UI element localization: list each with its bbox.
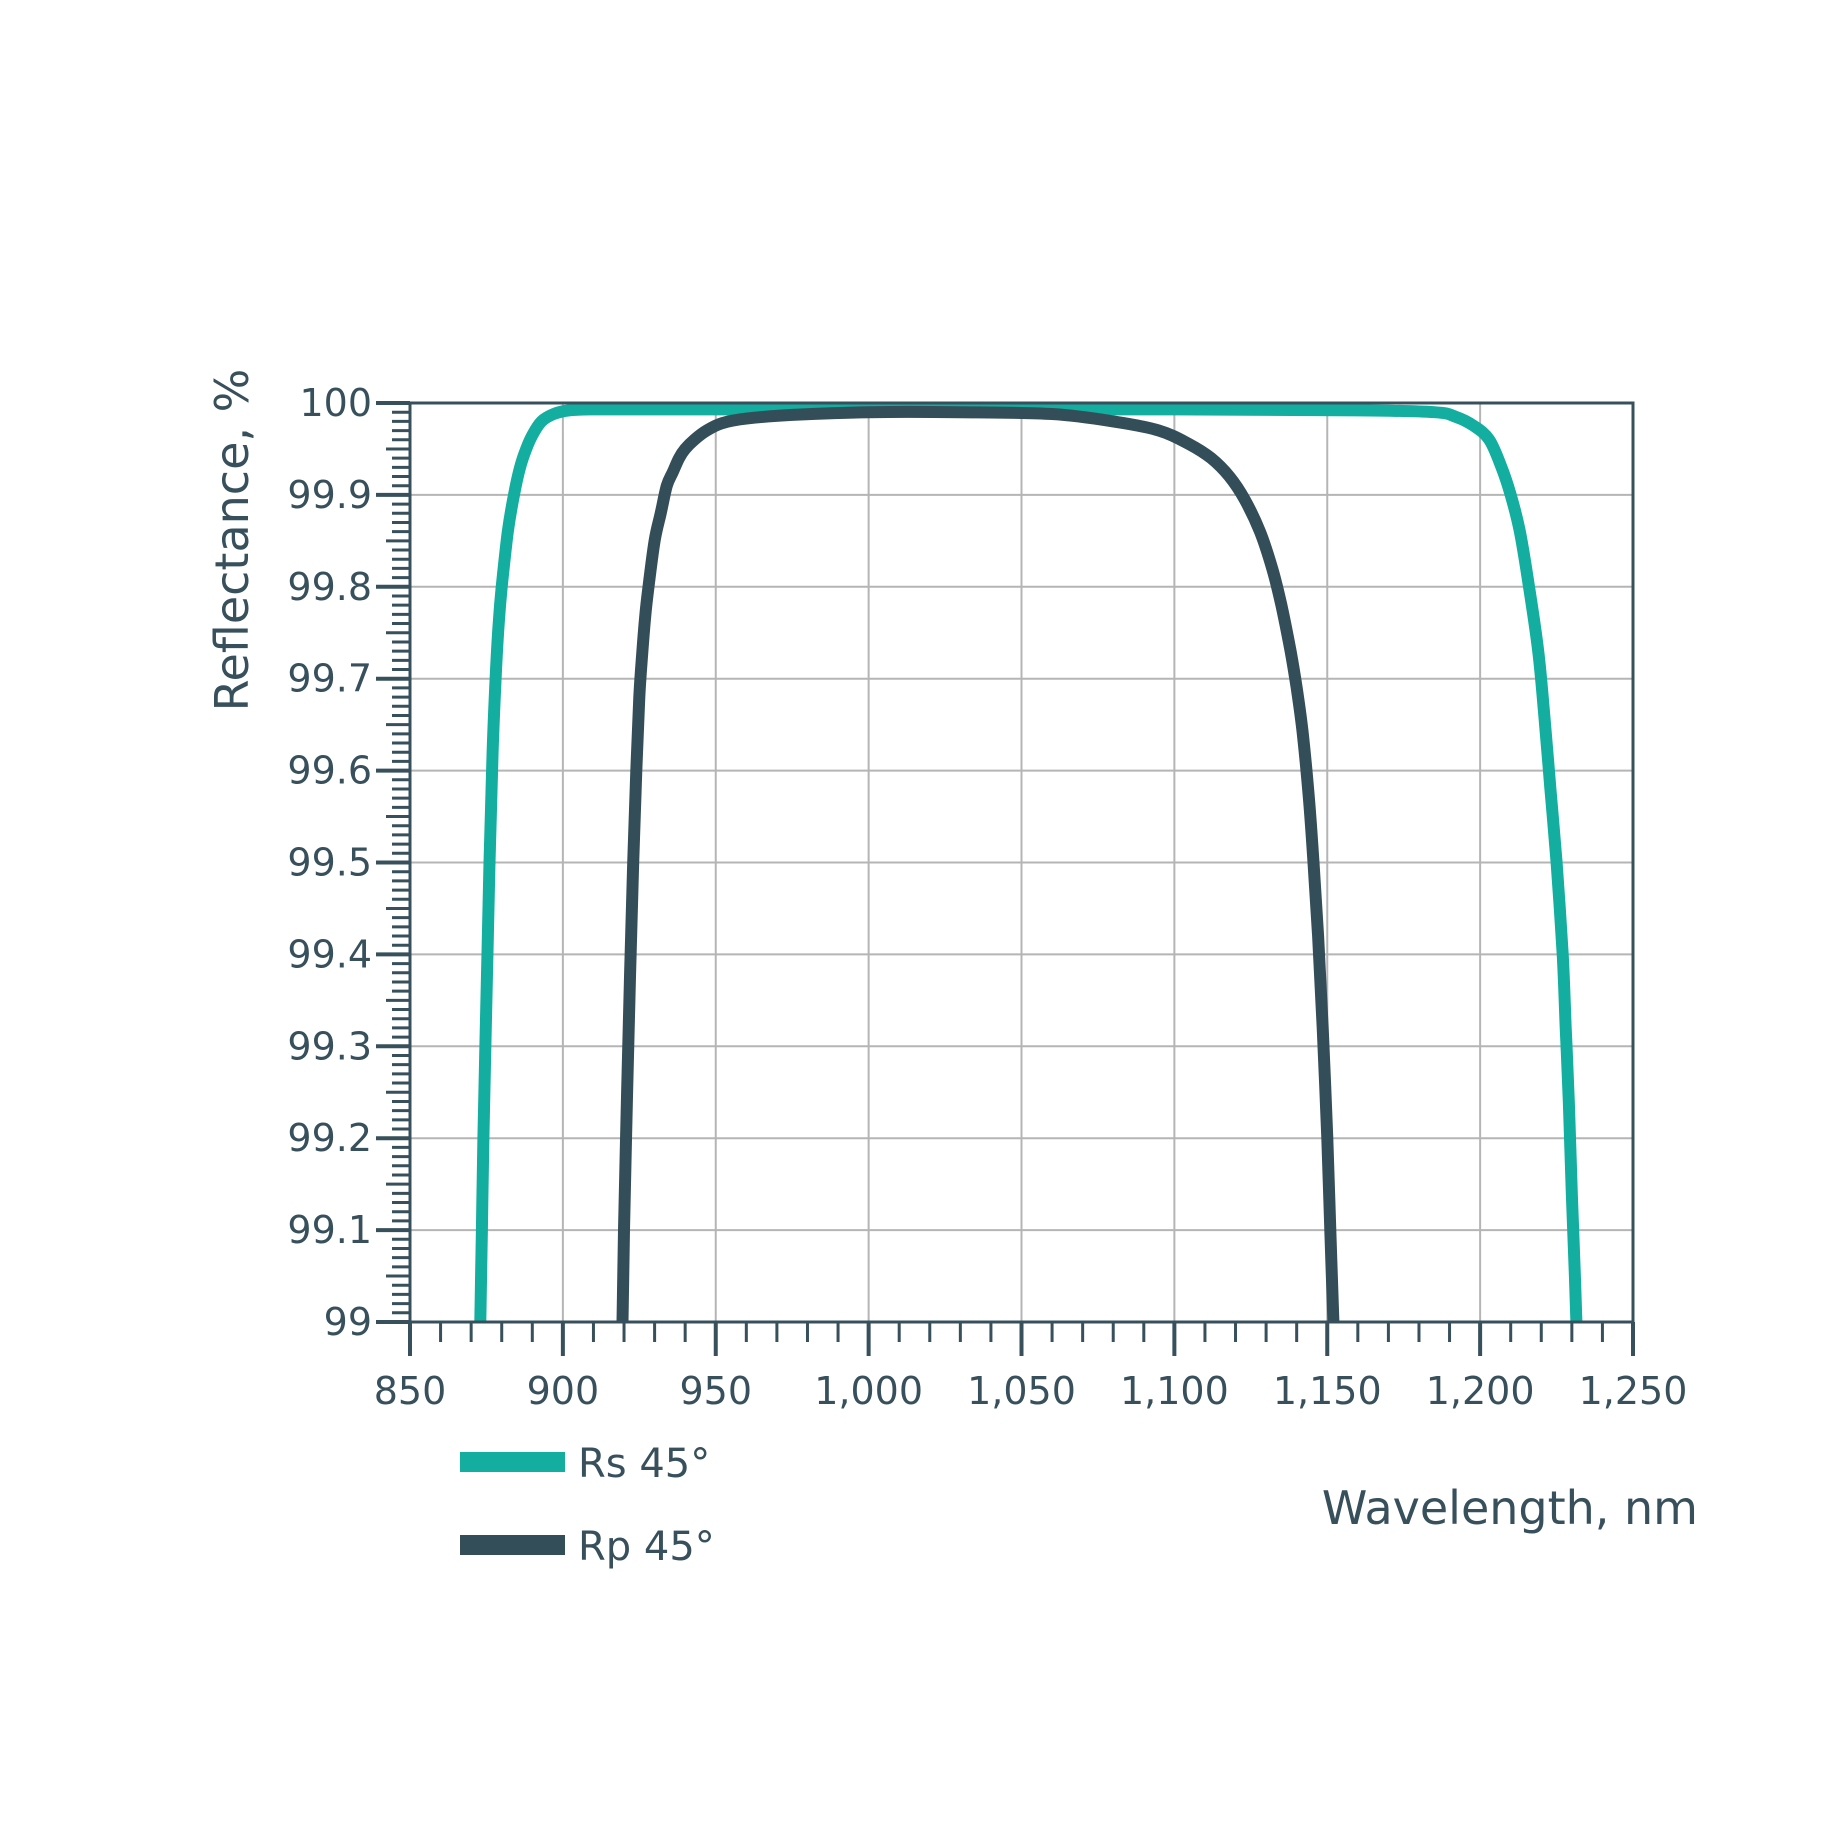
y-tick-label: 99.2 xyxy=(287,1116,372,1160)
y-tick-label: 99.9 xyxy=(287,473,372,517)
y-tick-label: 99.5 xyxy=(287,841,372,885)
x-tick-label: 900 xyxy=(527,1369,600,1413)
y-tick-label: 99.3 xyxy=(287,1024,372,1068)
x-tick-label: 1,150 xyxy=(1273,1369,1382,1413)
tick-labels: 850 900 950 1,000 1,050 1,100 1,150 1,200 1,250 9… xyxy=(287,381,1687,1413)
x-tick-label: 950 xyxy=(679,1369,752,1413)
y-axis-title: Reflectance, % xyxy=(205,369,259,712)
series-layer xyxy=(474,403,1583,1323)
x-tick-label: 1,000 xyxy=(814,1369,923,1413)
x-tick-label: 850 xyxy=(374,1369,447,1413)
y-tick-label: 99.1 xyxy=(287,1208,372,1252)
y-tick-label: 99.4 xyxy=(287,932,372,976)
x-tick-label: 1,250 xyxy=(1579,1369,1688,1413)
legend-swatch-rp-45 xyxy=(460,1535,565,1555)
legend-label-rp-45: Rp 45° xyxy=(578,1524,715,1570)
axis-ticks xyxy=(376,401,1635,1356)
series-line-rp-45 xyxy=(616,405,1340,1323)
y-tick-label: 99.8 xyxy=(287,565,372,609)
x-tick-label: 1,050 xyxy=(967,1369,1076,1413)
legend-label-rs-45: Rs 45° xyxy=(578,1441,710,1487)
legend-swatch-rs-45 xyxy=(460,1452,565,1472)
legend: Rs 45° Rp 45° xyxy=(460,1441,715,1570)
x-tick-label: 1,200 xyxy=(1426,1369,1535,1413)
y-tick-label: 99 xyxy=(324,1300,372,1344)
grid-lines xyxy=(410,403,1633,1322)
x-tick-label: 1,100 xyxy=(1120,1369,1229,1413)
y-tick-label: 100 xyxy=(299,381,372,425)
y-tick-label: 99.6 xyxy=(287,749,372,793)
x-axis-title: Wavelength, nm xyxy=(1322,1481,1698,1535)
y-tick-label: 99.7 xyxy=(287,657,372,701)
